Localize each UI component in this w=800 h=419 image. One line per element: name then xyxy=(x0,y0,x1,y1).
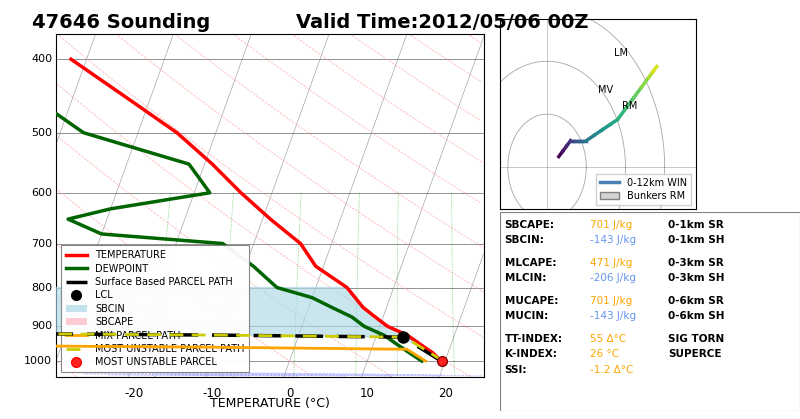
X-axis label: TEMPERATURE (°C): TEMPERATURE (°C) xyxy=(210,396,330,409)
Text: SBCIN:: SBCIN: xyxy=(505,235,544,245)
Text: 20: 20 xyxy=(438,388,453,401)
Text: 0: 0 xyxy=(286,388,293,401)
Text: SBCAPE:: SBCAPE: xyxy=(505,220,554,230)
Text: 0-6km SH: 0-6km SH xyxy=(668,311,725,321)
Text: MLCIN:: MLCIN: xyxy=(505,273,546,283)
Text: SSI:: SSI: xyxy=(505,365,527,375)
Text: 0-6km SR: 0-6km SR xyxy=(668,295,724,305)
Text: Valid Time:2012/05/06 00Z: Valid Time:2012/05/06 00Z xyxy=(296,13,589,31)
Text: 701 J/kg: 701 J/kg xyxy=(590,220,632,230)
Text: MLCAPE:: MLCAPE: xyxy=(505,258,556,268)
Text: 500: 500 xyxy=(31,128,52,138)
Text: -10: -10 xyxy=(202,388,222,401)
Text: MUCIN:: MUCIN: xyxy=(505,311,548,321)
Text: 701 J/kg: 701 J/kg xyxy=(590,295,632,305)
Text: 800: 800 xyxy=(31,282,52,292)
Bar xyxy=(500,212,800,411)
Text: 0-1km SH: 0-1km SH xyxy=(668,235,725,245)
Text: 26 °C: 26 °C xyxy=(590,349,619,359)
Legend: TEMPERATURE, DEWPOINT, Surface Based PARCEL PATH, LCL, SBCIN, SBCAPE, MIX PARCEL: TEMPERATURE, DEWPOINT, Surface Based PAR… xyxy=(61,245,250,372)
Text: 471 J/kg: 471 J/kg xyxy=(590,258,632,268)
Text: SIG TORN: SIG TORN xyxy=(668,334,724,344)
Text: K-INDEX:: K-INDEX: xyxy=(505,349,556,359)
Legend: 0-12km WIN, Bunkers RM: 0-12km WIN, Bunkers RM xyxy=(596,174,691,204)
Text: SUPERCE: SUPERCE xyxy=(668,349,722,359)
Text: 10: 10 xyxy=(360,388,374,401)
Text: 0-3km SH: 0-3km SH xyxy=(668,273,725,283)
Text: MUCAPE:: MUCAPE: xyxy=(505,295,558,305)
Text: RM: RM xyxy=(622,101,637,111)
Text: 900: 900 xyxy=(31,321,52,331)
Text: -1.2 Δ°C: -1.2 Δ°C xyxy=(590,365,634,375)
Text: -206 J/kg: -206 J/kg xyxy=(590,273,636,283)
Text: MV: MV xyxy=(598,85,613,95)
Text: 400: 400 xyxy=(31,54,52,64)
Text: -143 J/kg: -143 J/kg xyxy=(590,311,636,321)
Text: 0-3km SR: 0-3km SR xyxy=(668,258,724,268)
Text: 47646 Sounding: 47646 Sounding xyxy=(32,13,210,31)
Text: -143 J/kg: -143 J/kg xyxy=(590,235,636,245)
Text: 1000: 1000 xyxy=(24,356,52,366)
Text: TT-INDEX:: TT-INDEX: xyxy=(505,334,562,344)
Text: LM: LM xyxy=(614,48,628,58)
Text: 0-1km SR: 0-1km SR xyxy=(668,220,724,230)
Text: 700: 700 xyxy=(31,238,52,248)
Text: 55 Δ°C: 55 Δ°C xyxy=(590,334,626,344)
Text: 600: 600 xyxy=(31,188,52,198)
Text: -20: -20 xyxy=(124,388,143,401)
